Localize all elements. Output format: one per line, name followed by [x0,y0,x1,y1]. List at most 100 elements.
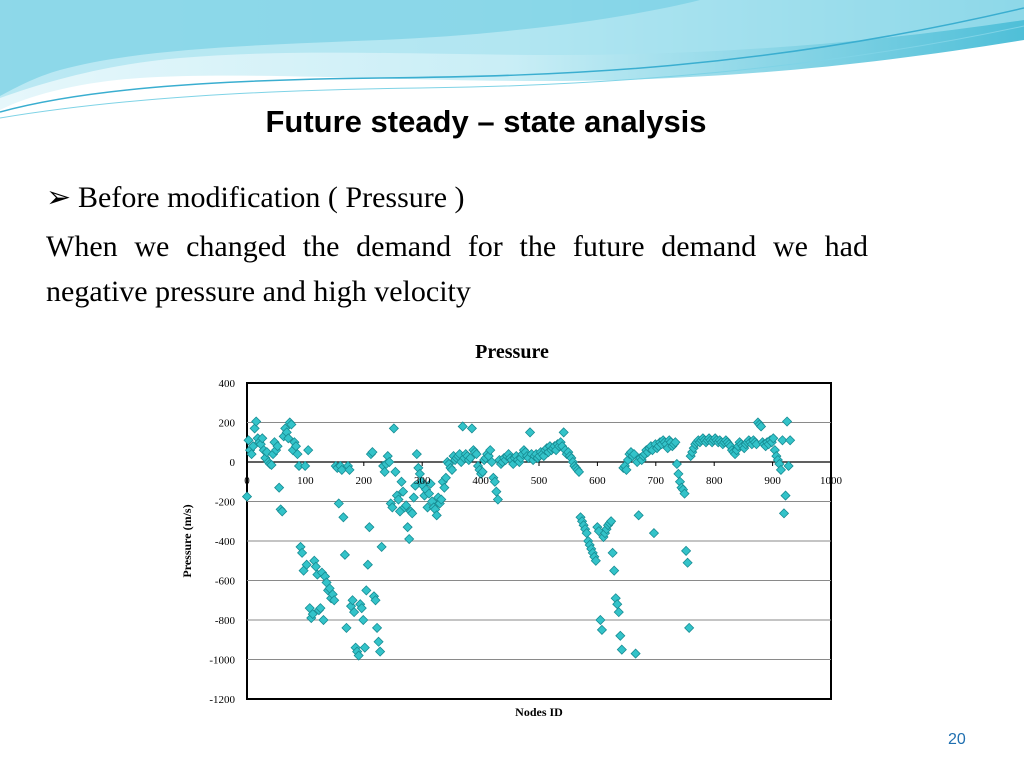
data-point [783,460,794,472]
data-point [246,449,257,460]
data-point [318,614,329,626]
data-point [606,516,617,527]
data-point [241,491,253,502]
data-point [755,421,767,432]
data-point [272,441,283,452]
data-point [362,559,373,570]
x-tick-label: 500 [531,475,548,487]
pressure-chart: Pressure Pressure (m/s) Nodes ID 400 200 0… [175,335,855,725]
data-point [379,466,390,477]
data-point [457,421,468,432]
data-point [336,464,347,475]
data-point [679,488,690,499]
data-point [595,614,606,626]
data-point [375,646,386,657]
data-point [410,480,421,491]
x-tick-label: 200 [356,475,373,487]
x-tick-label: 100 [297,475,314,487]
data-point [781,416,793,427]
data-point [300,460,311,472]
data-point [292,449,303,460]
data-point [303,445,314,456]
bullet-line: ➢ Before modification ( Pressure ) [46,180,465,215]
data-point [477,466,488,477]
data-point [492,494,503,505]
y-tick-label: 200 [219,418,236,430]
data-point [341,622,352,633]
data-point [615,630,626,641]
data-point [404,533,415,545]
data-point [396,476,407,487]
x-tick-label: 800 [706,475,723,487]
slide-title: Future steady – state analysis [265,104,707,139]
data-point [609,565,620,576]
data-point [388,423,399,434]
arrow-bullet-icon: ➢ [46,181,72,214]
data-point [390,466,401,477]
page-number: 20 [948,731,966,748]
data-point [387,502,398,513]
data-point [339,549,350,560]
data-point [489,476,500,487]
data-point [359,642,370,653]
data-point [364,522,375,533]
data-point [349,607,360,618]
data-point [361,585,372,596]
data-point [785,435,796,446]
data-point [648,528,660,539]
data-point [249,423,260,434]
data-point [682,557,693,568]
data-point [408,492,419,503]
chart-svg: Pressure Pressure (m/s) Nodes ID 400 200 0… [180,341,843,719]
data-point [466,423,477,434]
x-tick-label: 900 [764,475,781,487]
data-point [768,433,779,444]
x-tick-label: 600 [589,475,606,487]
data-point [277,506,288,517]
data-point [684,622,695,633]
data-point [573,466,585,477]
data-point [607,547,618,558]
x-tick-label: 400 [472,475,489,487]
data-point [629,449,640,460]
data-point [407,508,418,519]
data-point [401,500,412,511]
data-point [397,486,409,497]
y-tick-label: -1200 [209,694,235,706]
data-point [257,433,268,444]
data-point [384,456,395,468]
data-point [367,447,378,458]
data-point [446,464,458,475]
data-point [301,559,312,570]
data-point [670,437,681,448]
data-point [251,416,262,427]
body-paragraph: When we changed the demand for the futur… [46,230,868,308]
data-point [338,512,349,523]
data-point [248,441,259,452]
data-point [356,603,367,614]
data-point [613,607,624,618]
header-wave-banner [0,0,1024,119]
data-point [333,498,344,509]
data-point [283,433,294,444]
data-point [402,522,413,533]
y-tick-label: -1000 [209,655,235,667]
chart-title: Pressure [475,341,549,363]
data-point [297,547,308,558]
data-point [681,545,692,556]
data-point [411,449,422,460]
data-point [778,508,790,519]
data-point [616,644,627,655]
data-point [440,472,451,483]
data-point [423,488,435,499]
data-point [780,490,791,501]
data-point [373,636,384,647]
data-point [621,464,632,475]
x-tick-label: 1000 [820,475,843,487]
data-point [671,458,682,470]
y-tick-label: -600 [215,576,236,588]
x-axis-label: Nodes ID [515,705,563,719]
y-tick-label: 400 [219,378,236,390]
data-point [329,595,340,606]
data-point [439,482,450,493]
